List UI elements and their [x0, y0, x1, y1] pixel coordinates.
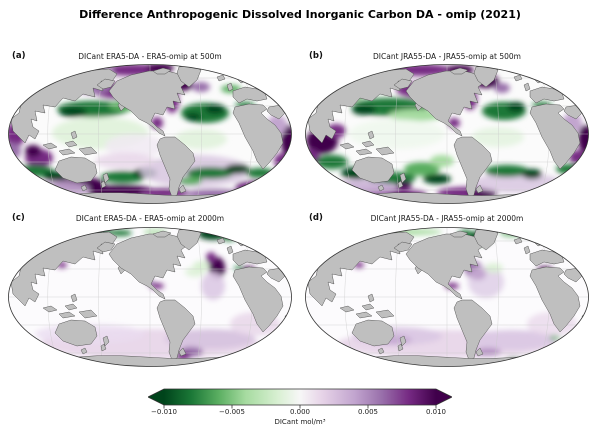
map-panel-c	[8, 227, 292, 367]
colorbar-tick-3: 0.005	[357, 408, 379, 416]
figure-title: Difference Anthropogenic Dissolved Inorg…	[79, 8, 521, 21]
colorbar-tick-4: 0.010	[425, 408, 447, 416]
map-panel-b	[305, 64, 589, 204]
panel-d-label: (d)	[309, 213, 323, 223]
panel-d-title: DICant JRA55-DA - JRA55-omip at 2000m	[370, 214, 524, 223]
colorbar-tick-2: 0.000	[289, 408, 311, 416]
panel-a-label: (a)	[12, 51, 26, 61]
colorbar-tick-1: −0.005	[219, 408, 245, 416]
colorbar-tick-0: −0.010	[151, 408, 177, 416]
panel-a-title: DICant ERA5-DA - ERA5-omip at 500m	[78, 52, 222, 61]
panel-b-label: (b)	[309, 51, 323, 61]
panel-c-label: (c)	[12, 213, 25, 223]
colorbar-label: DICant mol/m³	[274, 418, 326, 426]
colorbar	[148, 388, 452, 409]
panel-b-title: DICant JRA55-DA - JRA55-omip at 500m	[373, 52, 521, 61]
map-panel-a	[8, 64, 292, 204]
map-panel-d	[305, 227, 589, 367]
panel-c-title: DICant ERA5-DA - ERA5-omip at 2000m	[75, 214, 225, 223]
